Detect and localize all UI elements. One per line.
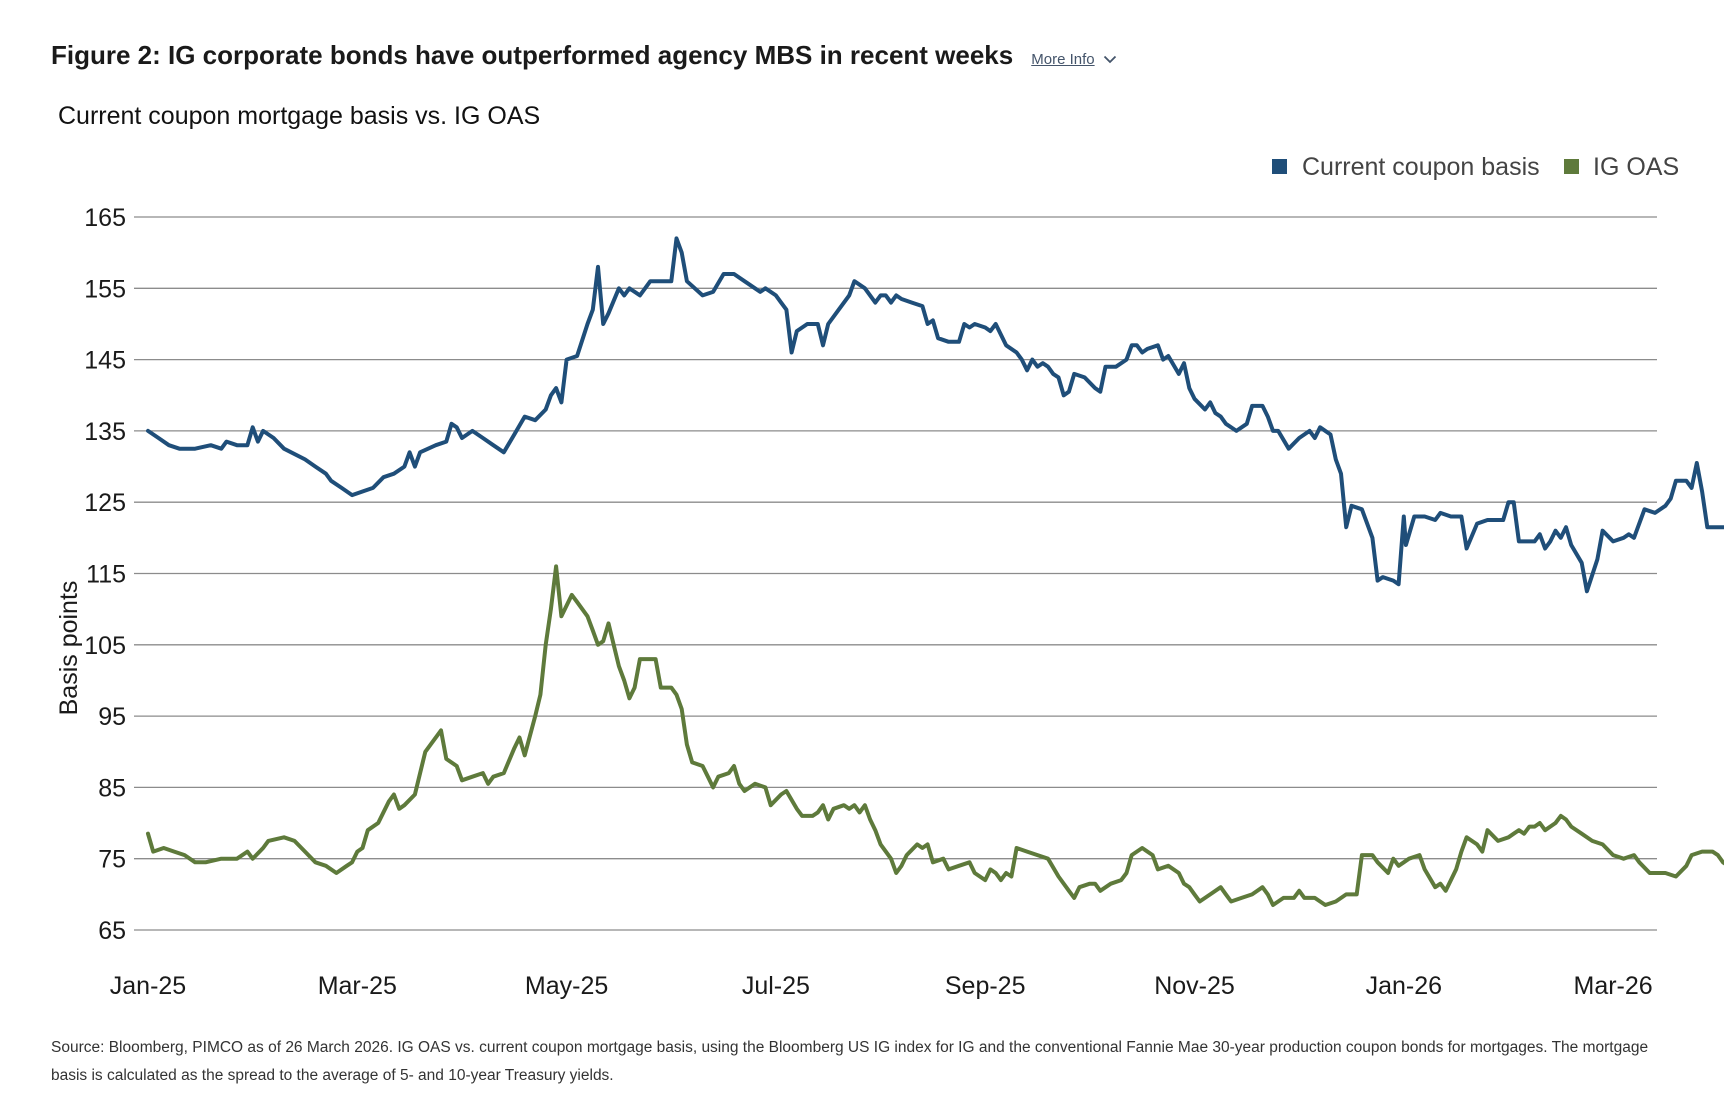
chart-legend: Current coupon basis IG OAS bbox=[1272, 153, 1679, 181]
more-info-toggle[interactable]: More Info bbox=[1031, 51, 1116, 68]
gridlines bbox=[134, 216, 1657, 931]
y-tick-label: 75 bbox=[98, 846, 126, 874]
y-tick-label: 85 bbox=[98, 774, 126, 802]
x-axis-ticks: Jan-25 Mar-25 May-25 Jul-25 Sep-25 Nov-25 Jan-… bbox=[110, 972, 1653, 1000]
y-tick-label: 165 bbox=[84, 204, 126, 232]
x-tick-label: Mar-26 bbox=[1574, 972, 1653, 1000]
legend-swatch-ig-oas bbox=[1564, 159, 1579, 174]
chevron-down-icon bbox=[1103, 55, 1116, 64]
more-info-label: More Info bbox=[1031, 51, 1095, 68]
x-tick-label: Nov-25 bbox=[1154, 972, 1235, 1000]
x-tick-label: May-25 bbox=[525, 972, 608, 1000]
y-axis-ticks: 65 75 85 95 105 115 125 135 145 155 165 bbox=[84, 204, 126, 945]
y-tick-label: 135 bbox=[84, 418, 126, 446]
series-line-ig-oas bbox=[146, 564, 1724, 907]
x-tick-label: Jul-25 bbox=[742, 972, 810, 1000]
series-lines bbox=[146, 236, 1724, 907]
legend-swatch-current-coupon-basis bbox=[1272, 159, 1287, 174]
y-tick-label: 65 bbox=[98, 917, 126, 945]
y-tick-label: 105 bbox=[84, 632, 126, 660]
y-tick-label: 115 bbox=[86, 561, 126, 589]
x-tick-label: Sep-25 bbox=[945, 972, 1026, 1000]
y-tick-label: 145 bbox=[84, 347, 126, 375]
legend-label-current-coupon-basis: Current coupon basis bbox=[1302, 153, 1540, 181]
x-tick-label: Jan-26 bbox=[1366, 972, 1442, 1000]
line-chart: Current coupon mortgage basis vs. IG OAS… bbox=[55, 102, 1724, 1000]
figure-header: Figure 2: IG corporate bonds have outper… bbox=[51, 40, 1117, 71]
figure-title: Figure 2: IG corporate bonds have outper… bbox=[51, 40, 1014, 70]
x-tick-label: Jan-25 bbox=[110, 972, 186, 1000]
y-tick-label: 95 bbox=[98, 703, 126, 731]
series-line-current-coupon-basis bbox=[146, 236, 1724, 594]
legend-label-ig-oas: IG OAS bbox=[1593, 153, 1679, 181]
chart-subtitle: Current coupon mortgage basis vs. IG OAS bbox=[58, 102, 540, 130]
y-tick-label: 125 bbox=[84, 489, 126, 517]
y-axis-label: Basis points bbox=[55, 581, 83, 716]
x-tick-label: Mar-25 bbox=[318, 972, 397, 1000]
y-tick-label: 155 bbox=[84, 275, 126, 303]
source-note: Source: Bloomberg, PIMCO as of 26 March … bbox=[51, 1039, 1649, 1084]
